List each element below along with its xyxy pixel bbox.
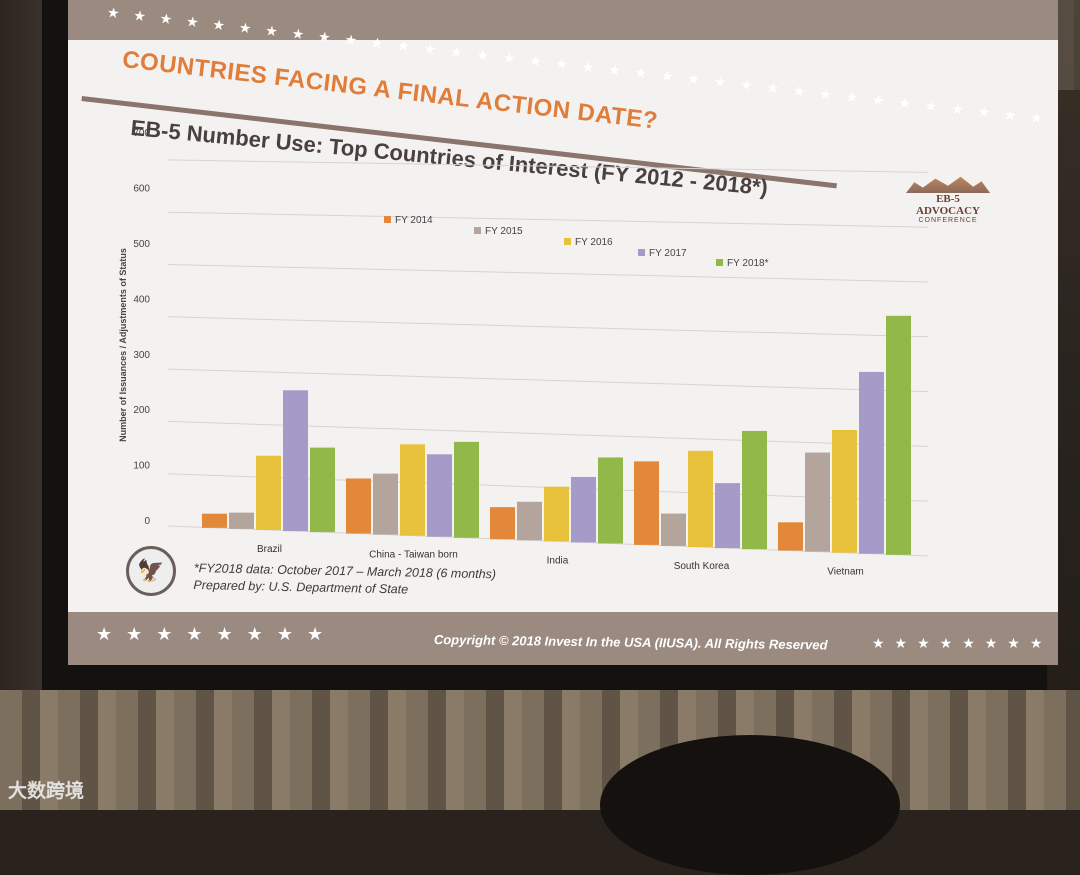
chart-area: 0 100 200 300 400 500 600 700 Number of Issuance… xyxy=(68,0,1058,665)
x-tick-label: Brazil xyxy=(257,544,282,555)
gridline xyxy=(167,316,929,338)
legend-label: FY 2016 xyxy=(575,237,613,248)
curtain-bottom xyxy=(0,690,1080,810)
x-tick-label: Vietnam xyxy=(827,567,864,578)
legend-swatch xyxy=(638,249,645,256)
y-tick-label: 400 xyxy=(133,294,150,305)
gridline xyxy=(167,264,929,283)
y-axis-label: Number of Issuances / Adjustments of Sta… xyxy=(118,248,128,442)
bar xyxy=(598,457,623,544)
star-row-bottom-left: ★★★★★★★★ xyxy=(96,624,338,644)
y-tick-label: 700 xyxy=(133,128,150,139)
legend-label: FY 2014 xyxy=(395,215,433,226)
bar xyxy=(427,454,452,537)
gridline xyxy=(167,159,929,173)
bar xyxy=(283,390,308,532)
legend-label: FY 2017 xyxy=(649,248,687,259)
footnote: *FY2018 data: October 2017 – March 2018 … xyxy=(193,560,496,600)
y-tick-label: 600 xyxy=(133,184,150,195)
bar xyxy=(517,501,542,541)
bar xyxy=(310,447,335,533)
bar xyxy=(859,371,884,554)
watermark-logo: 大数跨境 xyxy=(8,776,84,803)
y-tick-label: 300 xyxy=(133,350,150,361)
bar xyxy=(346,478,371,534)
bar xyxy=(202,513,227,528)
y-tick-label: 100 xyxy=(133,461,150,472)
legend-swatch xyxy=(564,238,571,245)
bar xyxy=(454,441,479,538)
bar xyxy=(229,512,254,529)
bar xyxy=(688,450,713,548)
bar xyxy=(373,473,398,535)
bar xyxy=(544,486,569,542)
y-tick-label: 200 xyxy=(133,405,150,416)
left-wall xyxy=(0,0,45,700)
bar xyxy=(742,430,767,550)
legend-label: FY 2015 xyxy=(485,226,523,237)
audience-head xyxy=(600,735,900,875)
bar xyxy=(634,461,659,545)
legend-swatch xyxy=(716,259,723,266)
logo-text-main: EB-5 ADVOCACY xyxy=(916,193,980,217)
bar xyxy=(886,315,911,555)
bar xyxy=(571,476,596,543)
x-tick-label: India xyxy=(547,555,569,566)
star-row-bottom-right: ★★★★★★★★ xyxy=(872,635,1053,651)
bar xyxy=(805,452,830,552)
y-tick-label: 0 xyxy=(144,516,150,527)
watermark-text: 大数跨境 xyxy=(8,781,85,802)
bar xyxy=(778,522,803,551)
x-tick-label: South Korea xyxy=(674,561,730,572)
conference-logo: EB-5 ADVOCACY CONFERENCE xyxy=(906,175,990,245)
bar xyxy=(661,513,686,546)
legend-swatch xyxy=(474,227,481,234)
gridline xyxy=(167,420,929,447)
y-tick-label: 500 xyxy=(133,239,150,250)
bar-chart: 0 100 200 300 400 500 600 700 Number of Issuance… xyxy=(118,128,929,578)
presentation-slide: ★★★★★★★★★★★★★★★★★★★★★★★★★★★★★★★★★★★★★ CO… xyxy=(68,0,1058,665)
bar xyxy=(490,507,515,540)
bar xyxy=(832,430,857,553)
legend-swatch xyxy=(384,216,391,223)
legend-label: FY 2018* xyxy=(727,258,769,269)
bottom-star-band xyxy=(68,612,1058,665)
bar xyxy=(715,483,740,549)
logo-text-sub: CONFERENCE xyxy=(918,217,978,224)
x-tick-label: China - Taiwan born xyxy=(369,550,458,561)
department-of-state-seal-icon: 🦅 xyxy=(126,546,176,596)
bar xyxy=(256,455,281,530)
gridline xyxy=(167,368,929,393)
gridline xyxy=(167,211,929,228)
bar xyxy=(400,444,425,536)
top-star-band xyxy=(68,0,1058,40)
